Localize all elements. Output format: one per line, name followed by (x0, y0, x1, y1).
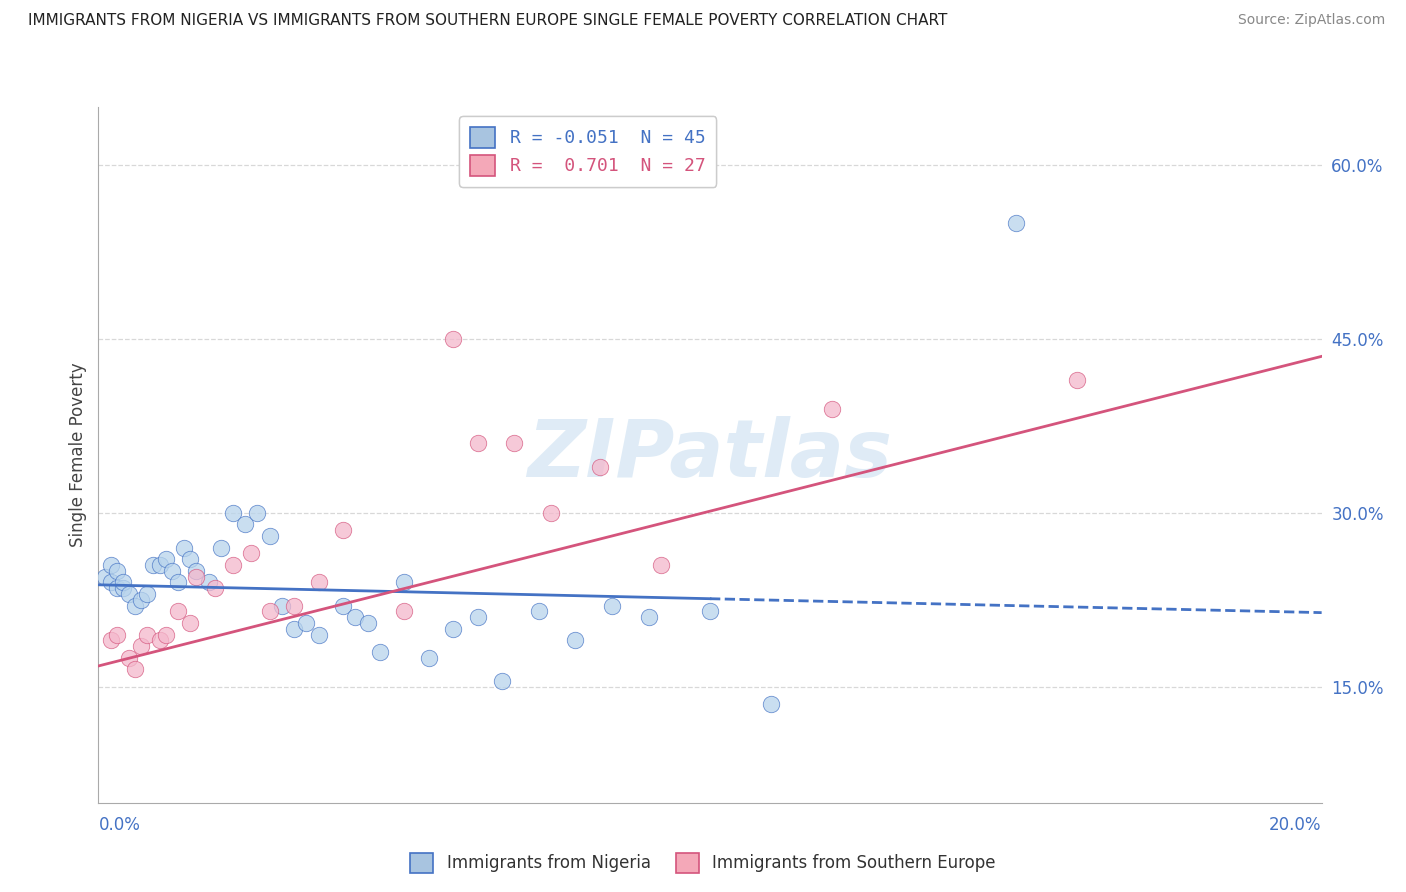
Text: 20.0%: 20.0% (1270, 816, 1322, 834)
Point (259, 605, 281, 619)
Point (467, 436, 489, 450)
Point (160, 564, 183, 578)
Point (441, 332, 464, 346)
Point (356, 615, 378, 630)
Point (155, 628, 177, 642)
Point (105, 582, 128, 596)
Point (1004, 216, 1026, 230)
Point (308, 575, 330, 590)
Point (204, 582, 226, 596)
Point (308, 628, 330, 642)
Point (246, 506, 269, 520)
Y-axis label: Single Female Poverty: Single Female Poverty (69, 363, 87, 547)
Point (368, 645, 391, 659)
Point (149, 633, 172, 648)
Point (344, 610, 367, 624)
Point (118, 651, 141, 665)
Point (118, 587, 141, 601)
Point (332, 523, 354, 537)
Point (129, 592, 152, 607)
Point (93, 570, 115, 584)
Point (173, 541, 195, 555)
Point (233, 517, 256, 532)
Point (650, 558, 672, 573)
Point (1066, 373, 1088, 387)
Point (600, 599, 623, 613)
Point (100, 633, 122, 648)
Point (179, 552, 201, 566)
Point (222, 506, 245, 520)
Point (155, 552, 177, 566)
Point (259, 529, 281, 543)
Point (100, 558, 122, 573)
Point (136, 587, 159, 601)
Point (100, 575, 122, 590)
Point (392, 575, 416, 590)
Point (392, 605, 416, 619)
Point (527, 605, 550, 619)
Legend: R = -0.051  N = 45, R =  0.701  N = 27: R = -0.051 N = 45, R = 0.701 N = 27 (460, 116, 716, 186)
Point (418, 651, 440, 665)
Point (129, 639, 152, 653)
Point (589, 459, 612, 474)
Text: IMMIGRANTS FROM NIGERIA VS IMMIGRANTS FROM SOUTHERN EUROPE SINGLE FEMALE POVERTY: IMMIGRANTS FROM NIGERIA VS IMMIGRANTS FR… (28, 13, 948, 29)
Point (759, 698, 782, 712)
Point (283, 622, 305, 636)
Point (124, 599, 146, 613)
Point (105, 628, 128, 642)
Point (149, 558, 172, 573)
Text: ZIPatlas: ZIPatlas (527, 416, 893, 494)
Point (186, 570, 208, 584)
Point (699, 605, 721, 619)
Point (270, 599, 292, 613)
Text: Source: ZipAtlas.com: Source: ZipAtlas.com (1237, 13, 1385, 28)
Point (283, 599, 305, 613)
Point (637, 610, 661, 624)
Point (111, 582, 134, 596)
Point (209, 541, 232, 555)
Point (564, 633, 586, 648)
Point (136, 628, 159, 642)
Point (332, 599, 354, 613)
Point (167, 605, 190, 619)
Point (295, 615, 318, 630)
Legend: Immigrants from Nigeria, Immigrants from Southern Europe: Immigrants from Nigeria, Immigrants from… (404, 847, 1002, 880)
Point (111, 575, 134, 590)
Point (540, 506, 562, 520)
Point (240, 546, 263, 561)
Point (179, 615, 201, 630)
Point (124, 662, 146, 676)
Point (503, 436, 526, 450)
Point (441, 622, 464, 636)
Point (491, 674, 513, 689)
Point (222, 558, 245, 573)
Point (105, 564, 128, 578)
Point (167, 575, 190, 590)
Text: 0.0%: 0.0% (98, 816, 141, 834)
Point (197, 575, 219, 590)
Point (142, 558, 165, 573)
Point (467, 610, 489, 624)
Point (186, 564, 208, 578)
Point (821, 401, 844, 416)
